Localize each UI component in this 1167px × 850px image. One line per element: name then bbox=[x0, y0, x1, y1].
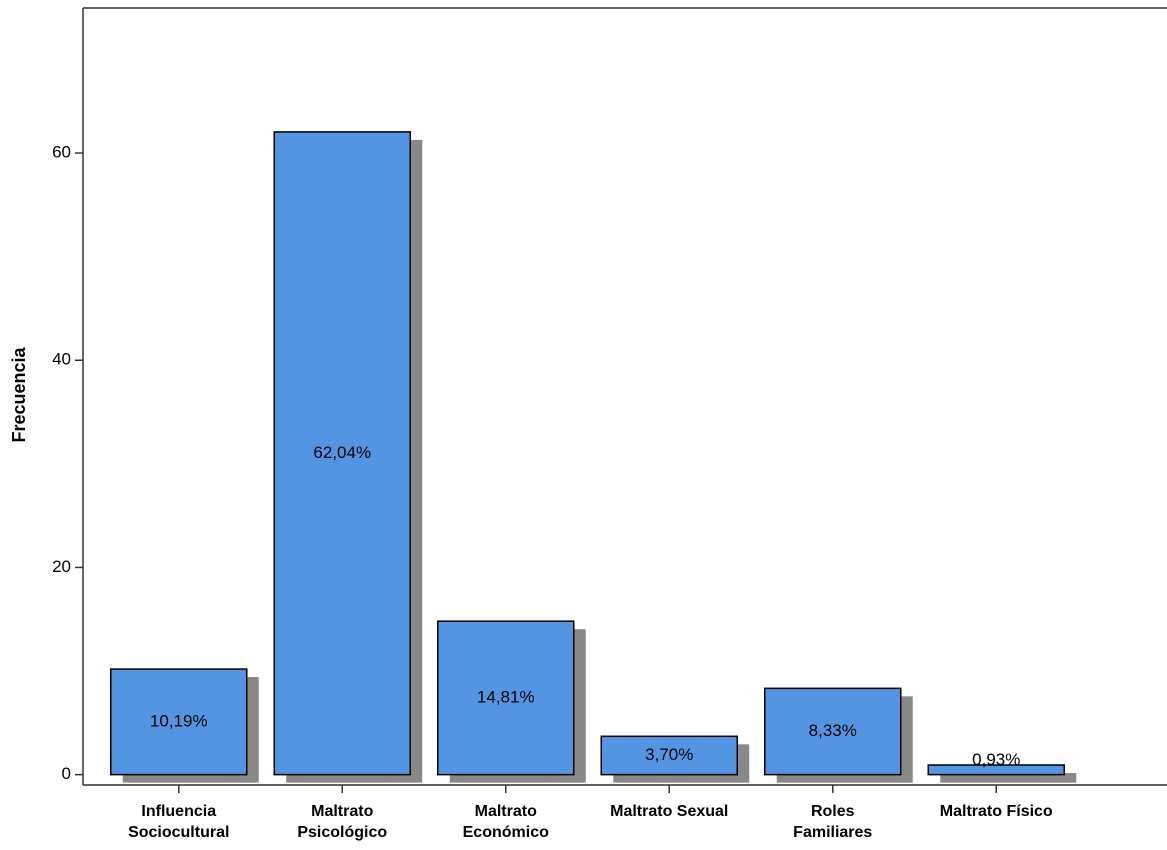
y-tick-label: 60 bbox=[52, 143, 71, 162]
y-tick-label: 0 bbox=[62, 764, 71, 783]
bar-shadow bbox=[940, 773, 1077, 783]
value-label: 8,33% bbox=[809, 721, 857, 740]
x-tick-label: Maltrato bbox=[311, 803, 373, 820]
x-tick-label: Influencia bbox=[141, 803, 216, 820]
bar bbox=[600, 735, 738, 776]
bar bbox=[273, 131, 411, 776]
bar bbox=[437, 620, 575, 776]
value-label: 0,93% bbox=[972, 750, 1020, 769]
x-tick-label: Maltrato bbox=[475, 803, 537, 820]
bar bbox=[927, 764, 1065, 776]
value-label: 14,81% bbox=[477, 687, 535, 706]
x-tick-label: Sociocultural bbox=[128, 824, 229, 841]
y-axis-title: Frecuencia bbox=[9, 346, 29, 442]
value-label: 62,04% bbox=[313, 443, 371, 462]
x-tick-label: Maltrato Sexual bbox=[610, 803, 728, 820]
bar bbox=[110, 668, 248, 776]
x-tick-label: Roles bbox=[811, 803, 855, 820]
x-tick-label: Maltrato Físico bbox=[940, 803, 1053, 820]
bar bbox=[764, 687, 902, 776]
y-tick-label: 40 bbox=[52, 350, 71, 369]
value-label: 10,19% bbox=[150, 711, 208, 730]
x-tick-label: Económico bbox=[463, 824, 549, 841]
x-tick-label: Psicológico bbox=[297, 824, 387, 841]
x-tick-label: Familiares bbox=[793, 824, 872, 841]
y-tick-label: 20 bbox=[52, 557, 71, 576]
value-label: 3,70% bbox=[645, 745, 693, 764]
